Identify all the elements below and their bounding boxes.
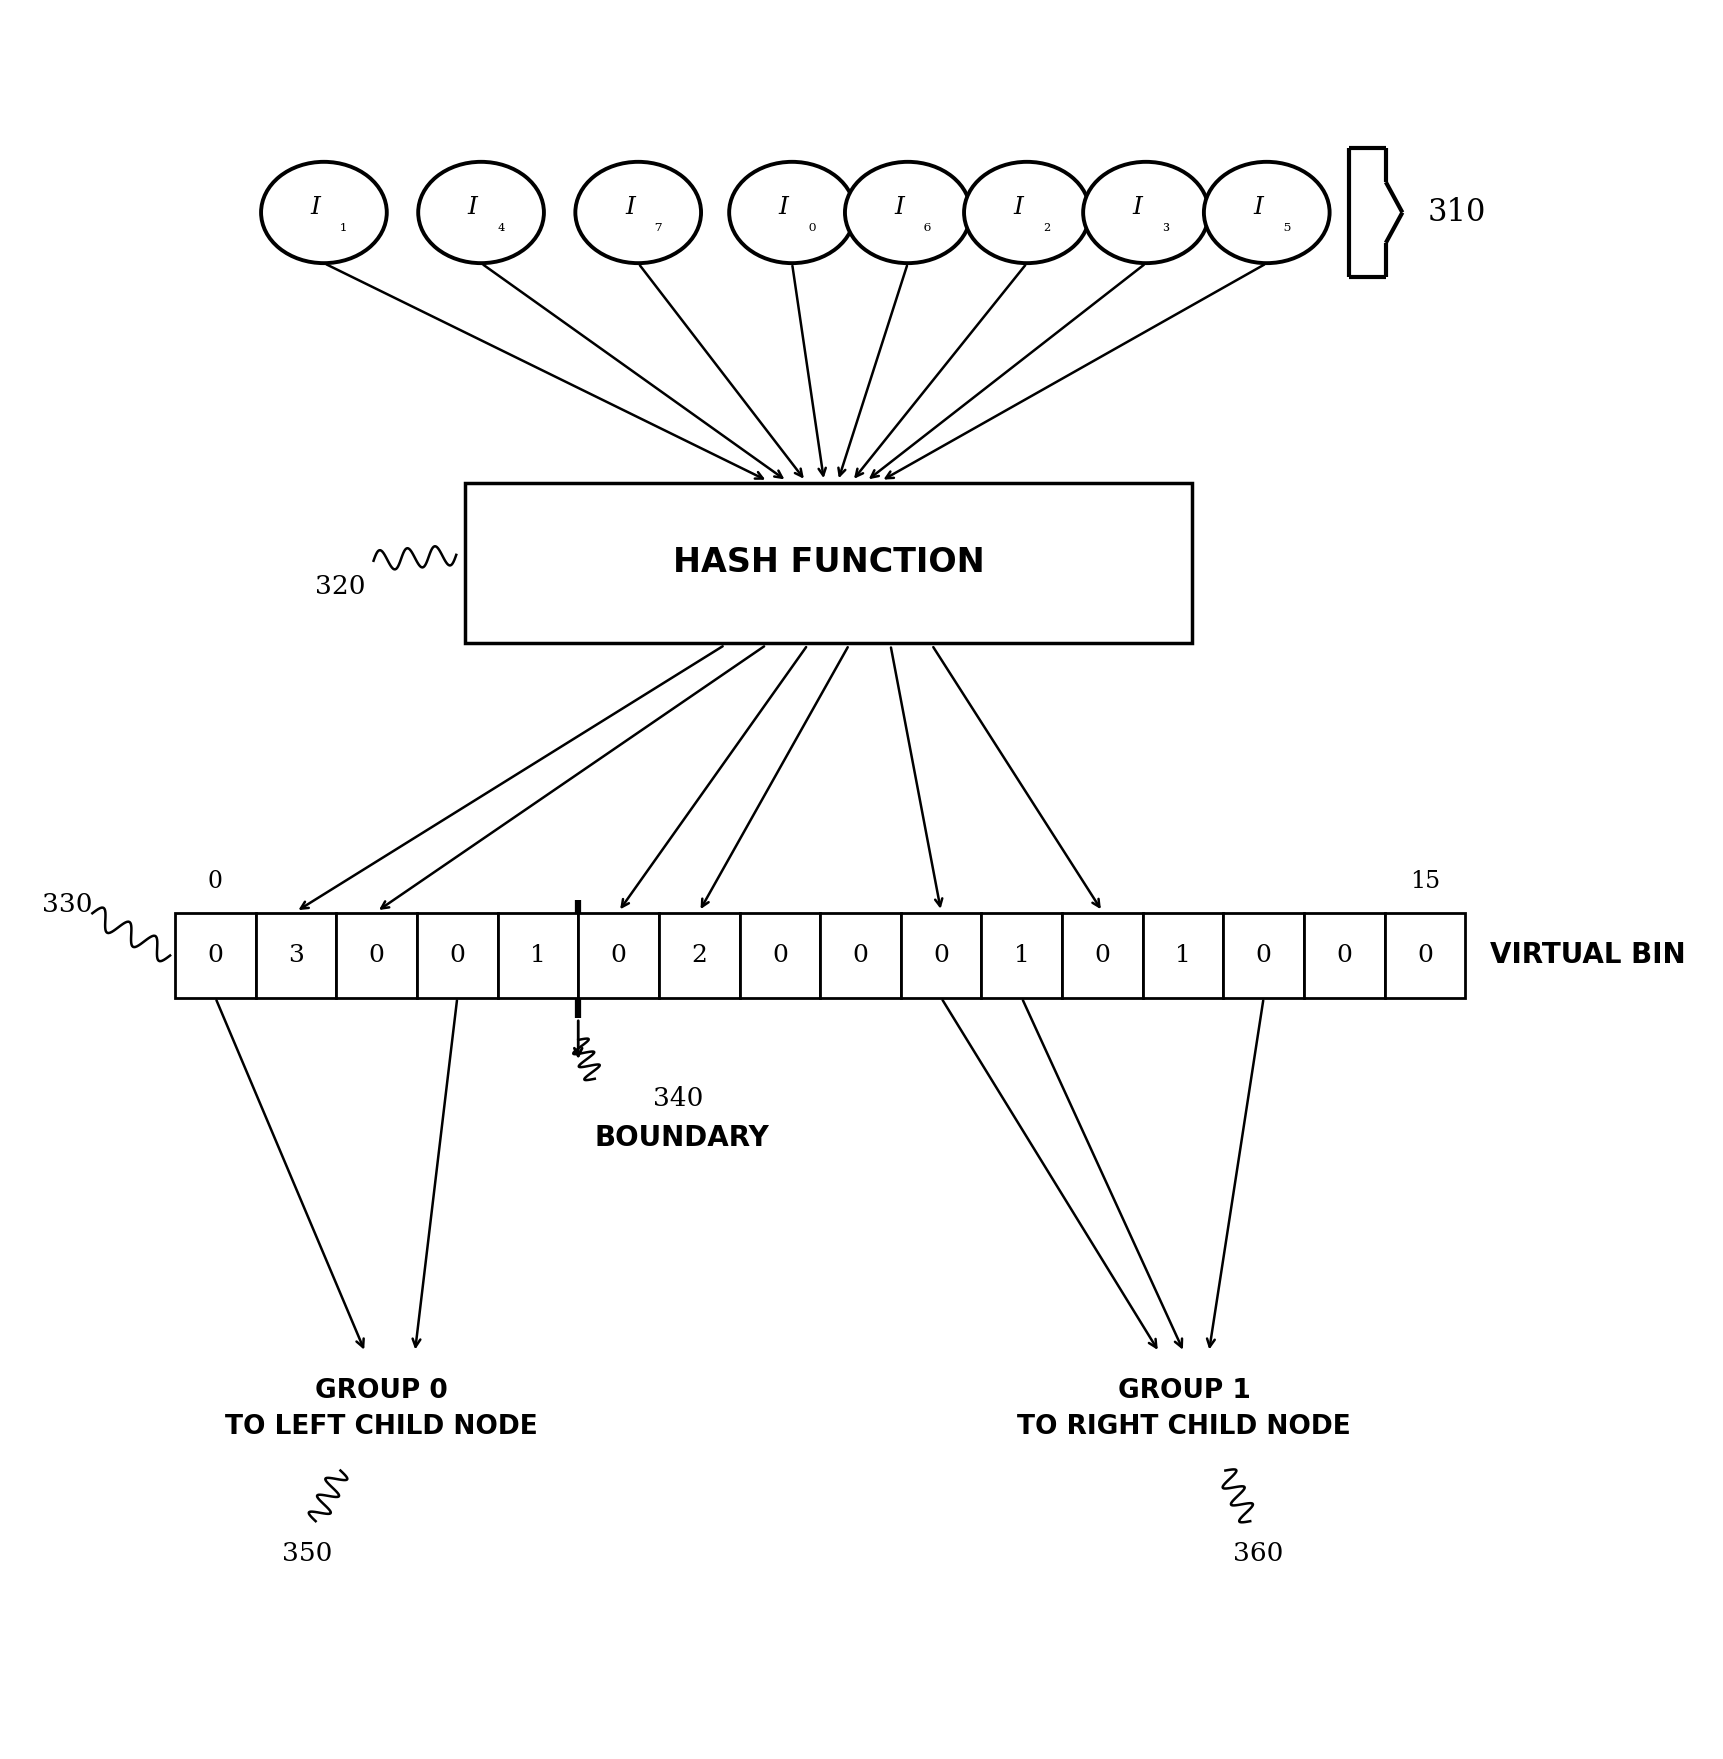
Ellipse shape — [1204, 162, 1330, 264]
Bar — [465, 482, 1192, 644]
Text: I: I — [469, 195, 477, 218]
Text: 0: 0 — [1256, 945, 1272, 967]
Bar — [1385, 913, 1465, 997]
Text: ₅: ₅ — [1284, 216, 1291, 236]
Text: 1: 1 — [531, 945, 546, 967]
Bar — [498, 913, 579, 997]
Ellipse shape — [575, 162, 701, 264]
Text: I: I — [779, 195, 789, 218]
Text: 310: 310 — [1427, 197, 1485, 229]
Text: 2: 2 — [691, 945, 706, 967]
Text: I: I — [310, 195, 320, 218]
Text: 0: 0 — [208, 871, 222, 894]
Text: 0: 0 — [934, 945, 949, 967]
Bar — [336, 913, 417, 997]
Bar — [1142, 913, 1223, 997]
Text: 1: 1 — [1013, 945, 1030, 967]
Bar — [1061, 913, 1142, 997]
Bar — [658, 913, 739, 997]
Ellipse shape — [729, 162, 855, 264]
Ellipse shape — [965, 162, 1089, 264]
Text: GROUP 0
TO LEFT CHILD NODE: GROUP 0 TO LEFT CHILD NODE — [226, 1377, 538, 1439]
Bar — [1223, 913, 1304, 997]
Text: 0: 0 — [853, 945, 868, 967]
Bar — [579, 913, 658, 997]
Text: ₁: ₁ — [339, 216, 348, 236]
Text: 0: 0 — [610, 945, 627, 967]
Bar — [1304, 913, 1385, 997]
Text: I: I — [625, 195, 634, 218]
Text: 0: 0 — [1416, 945, 1434, 967]
Text: 330: 330 — [43, 892, 93, 918]
Text: 3: 3 — [288, 945, 303, 967]
Text: ₃: ₃ — [1163, 216, 1170, 236]
Text: 15: 15 — [1409, 871, 1440, 894]
Text: ₇: ₇ — [655, 216, 662, 236]
Text: 320: 320 — [315, 573, 365, 598]
Bar — [739, 913, 820, 997]
Text: 0: 0 — [207, 945, 224, 967]
Text: 0: 0 — [369, 945, 384, 967]
Text: I: I — [1013, 195, 1023, 218]
Text: 0: 0 — [1337, 945, 1353, 967]
Text: BOUNDARY: BOUNDARY — [594, 1124, 770, 1152]
Bar — [982, 913, 1061, 997]
Text: I: I — [1132, 195, 1142, 218]
Text: ₆: ₆ — [924, 216, 930, 236]
Ellipse shape — [1084, 162, 1210, 264]
Ellipse shape — [262, 162, 386, 264]
Ellipse shape — [844, 162, 970, 264]
Text: VIRTUAL BIN: VIRTUAL BIN — [1490, 941, 1685, 969]
Bar — [255, 913, 336, 997]
Text: 0: 0 — [450, 945, 465, 967]
Bar — [901, 913, 982, 997]
Text: 0: 0 — [1094, 945, 1110, 967]
Ellipse shape — [419, 162, 544, 264]
Text: GROUP 1
TO RIGHT CHILD NODE: GROUP 1 TO RIGHT CHILD NODE — [1017, 1377, 1351, 1439]
Text: I: I — [894, 195, 905, 218]
Text: 340: 340 — [653, 1085, 703, 1110]
Text: HASH FUNCTION: HASH FUNCTION — [672, 547, 984, 579]
Text: 360: 360 — [1234, 1541, 1284, 1567]
Bar — [417, 913, 498, 997]
Bar — [176, 913, 255, 997]
Text: ₂: ₂ — [1042, 216, 1051, 236]
Text: ₄: ₄ — [498, 216, 505, 236]
Text: I: I — [1254, 195, 1263, 218]
Text: 1: 1 — [1175, 945, 1191, 967]
Text: 350: 350 — [283, 1541, 333, 1567]
Bar — [820, 913, 901, 997]
Text: 0: 0 — [772, 945, 787, 967]
Text: ₀: ₀ — [808, 216, 815, 236]
